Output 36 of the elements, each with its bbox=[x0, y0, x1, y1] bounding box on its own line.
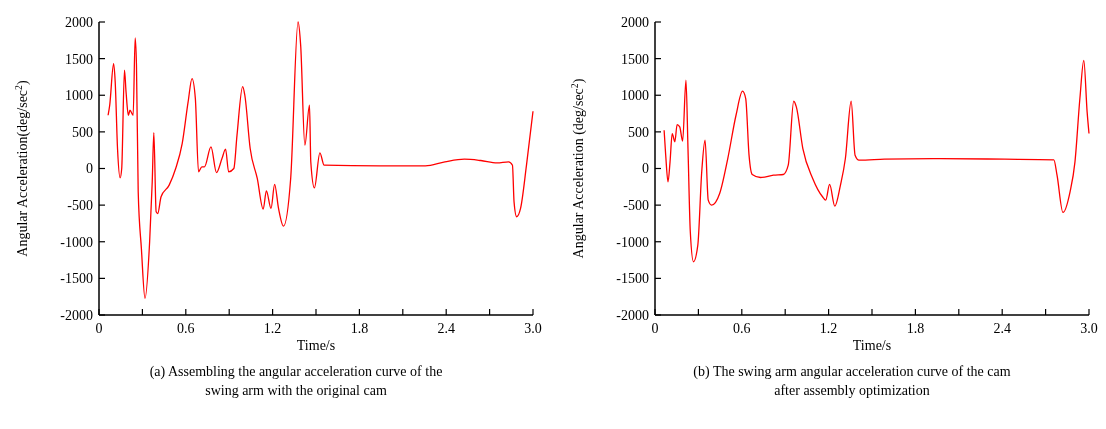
y-tick-label: 2000 bbox=[621, 14, 649, 30]
x-tick-label: 0 bbox=[651, 321, 659, 336]
y-tick-label: -1000 bbox=[616, 234, 649, 250]
y-tick-label: 1000 bbox=[65, 88, 93, 104]
x-tick-label: 1.2 bbox=[263, 321, 282, 336]
text: (b) The swing arm angular acceleration curve of the cam after assembly optimization bbox=[693, 364, 1011, 398]
y-tick-label: 500 bbox=[628, 124, 649, 140]
x-tick-label: 0.6 bbox=[733, 321, 751, 336]
y-tick-label: -1000 bbox=[60, 234, 93, 250]
y-tick-label: -500 bbox=[67, 198, 93, 214]
y-tick-label: -2000 bbox=[616, 307, 649, 323]
y-tick-label: 0 bbox=[86, 161, 93, 177]
text: (a) Assembling the angular acceleration curve of the swing arm with the original cam bbox=[149, 364, 443, 398]
y-tick-label: -1500 bbox=[616, 271, 649, 287]
y-tick-label: 1500 bbox=[621, 51, 649, 67]
line-series bbox=[663, 59, 1090, 263]
x-axis-title: Time/s bbox=[296, 338, 336, 353]
y-tick-label: -500 bbox=[623, 198, 649, 214]
x-tick-label: 2.4 bbox=[437, 321, 455, 336]
x-tick-label: 1.8 bbox=[350, 321, 369, 336]
x-tick-label: 1.2 bbox=[819, 321, 838, 336]
y-tick-label: 500 bbox=[72, 124, 93, 140]
x-axis-title: Time/s bbox=[852, 338, 892, 353]
y-tick-label: 1000 bbox=[621, 88, 649, 104]
line-series bbox=[107, 21, 534, 300]
x-tick-label: 0 bbox=[95, 321, 103, 336]
x-tick-label: 2.4 bbox=[993, 321, 1011, 336]
x-tick-label: 3.0 bbox=[524, 321, 542, 336]
y-tick-label: 2000 bbox=[65, 14, 93, 30]
x-tick-label: 1.8 bbox=[906, 321, 925, 336]
y-tick-label: 1500 bbox=[65, 51, 93, 67]
y-tick-label: -1500 bbox=[60, 271, 93, 287]
y-tick-label: 0 bbox=[642, 161, 649, 177]
y-tick-label: -2000 bbox=[60, 307, 93, 323]
x-tick-label: 3.0 bbox=[1080, 321, 1098, 336]
x-tick-label: 0.6 bbox=[177, 321, 195, 336]
